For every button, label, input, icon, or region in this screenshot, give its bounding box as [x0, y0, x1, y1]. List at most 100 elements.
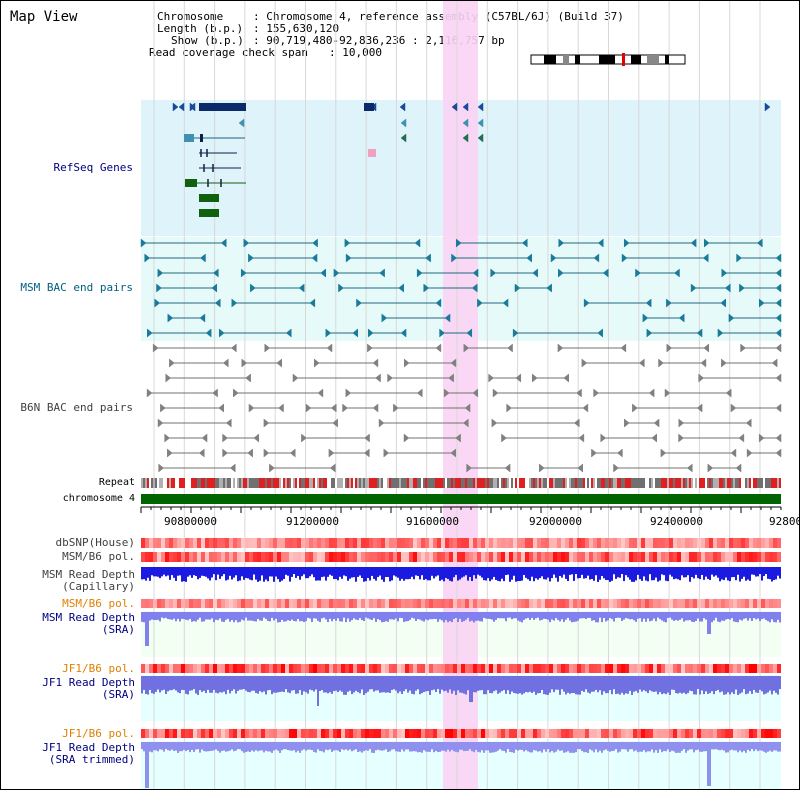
dbsnp-heat: [713, 538, 717, 548]
b6n-bac-track-label[interactable]: B6N BAC end pairs: [20, 401, 133, 414]
repeat-mark: [687, 478, 689, 488]
jf1-trim-depth-bar: [337, 742, 339, 751]
b6n-bac-end: [229, 463, 236, 473]
msm-cap-depth-bar: [641, 567, 643, 581]
msm-sra-pol-heat: [397, 599, 401, 608]
repeat-mark: [733, 478, 735, 488]
dbsnp-heat: [377, 538, 381, 548]
jf1-sra-depth-bar: [497, 676, 499, 694]
msm-sra-depth-bar: [155, 612, 157, 621]
jf1-sra-depth-bar: [231, 676, 233, 691]
jf1-depth-sra-label[interactable]: JF1 Read Depth (SRA): [42, 676, 135, 701]
b6n-bac-features: [146, 343, 782, 473]
dbsnp-heat: [385, 538, 389, 548]
repeat-mark: [355, 478, 357, 488]
jf1-depth-trimmed-label[interactable]: JF1 Read Depth (SRA trimmed): [42, 741, 135, 766]
msm-bac-end: [720, 298, 727, 308]
b6n-bac-end: [247, 448, 253, 458]
dbsnp-heat: [637, 538, 641, 548]
b6n-bac-end: [624, 418, 630, 428]
msm-pol-heat: [201, 552, 205, 562]
page-title: Map View: [10, 9, 78, 25]
msm-sra-pol-heat: [445, 599, 449, 608]
msm-pol-heat: [173, 552, 177, 562]
dbsnp-heat: [665, 538, 669, 548]
jf1-sra-depth-bar: [711, 676, 713, 692]
msm-depth-capillary-label[interactable]: MSM Read Depth (Capillary): [42, 568, 135, 593]
msm-sra-pol-heat: [449, 599, 453, 608]
b6n-bac-end: [222, 433, 228, 443]
msm-depth-sra-label[interactable]: MSM Read Depth (SRA): [42, 611, 135, 636]
jf1-sra-depth-bar: [167, 676, 169, 692]
dbsnp-track-label[interactable]: dbSNP(House): [55, 536, 135, 549]
msm-sra-pol-heat: [473, 599, 477, 608]
msm-sra-depth-bar: [235, 612, 237, 621]
msm-sra-pol-heat: [409, 599, 413, 608]
jf1-pol-label[interactable]: JF1/B6 pol.: [62, 662, 135, 675]
jf1-trim-pol-heat: [529, 729, 533, 738]
msm-sra-depth-bar: [449, 612, 451, 622]
b6n-bac-end: [416, 388, 423, 398]
msm-bac-end: [690, 283, 697, 293]
jf1-trim-pol-heat: [453, 729, 457, 738]
jf1-trim-depth-bar: [627, 742, 629, 752]
jf1-pol-heat: [609, 664, 613, 673]
msm-bac-track-label[interactable]: MSM BAC end pairs: [20, 281, 133, 294]
jf1-trim-depth-bar: [769, 742, 771, 751]
jf1-pol-heat: [425, 664, 429, 673]
jf1-trim-depth-bar: [745, 742, 747, 753]
msm-pol-heat: [253, 552, 257, 562]
jf1-sra-depth-bar: [225, 676, 227, 695]
jf1-sra-depth-bar: [631, 676, 633, 695]
repeat-mark: [381, 478, 383, 488]
msm-sra-depth-bar: [221, 612, 223, 622]
msm-cap-depth-bar: [483, 567, 485, 581]
msm-cap-depth-bar: [621, 567, 623, 575]
jf1-sra-depth-bar: [465, 676, 467, 695]
jf1-trim-pol-heat: [349, 729, 353, 738]
dbsnp-heat: [181, 538, 185, 548]
jf1-sra-depth-bar: [227, 676, 229, 690]
repeat-mark: [441, 478, 443, 488]
refseq-track-label[interactable]: RefSeq Genes: [53, 161, 133, 174]
jf1-pol-heat: [185, 664, 189, 673]
repeat-mark: [265, 478, 267, 488]
msm-sra-pol-heat: [229, 599, 233, 608]
msm-cap-depth-bar: [531, 567, 533, 577]
msm-sra-depth-bar: [229, 612, 231, 622]
jf1-pol-heat: [369, 664, 373, 673]
msm-cap-depth-bar: [489, 567, 491, 582]
jf1-sra-depth-bar: [161, 676, 163, 691]
jf1-sra-depth-bar: [559, 676, 561, 695]
msm-bac-end: [379, 268, 385, 278]
jf1-trim-depth-bar: [727, 742, 729, 753]
msm-pol-track-label[interactable]: MSM/B6 pol.: [62, 550, 135, 563]
jf1-pol-trimmed-label[interactable]: JF1/B6 pol.: [62, 727, 135, 740]
msm-sra-depth-bar: [669, 612, 671, 618]
msm-bac-end: [593, 253, 600, 263]
msm-cap-depth-bar: [345, 567, 347, 577]
jf1-trim-depth-bar: [311, 742, 313, 751]
msm-sra-pol-heat: [413, 599, 417, 608]
msm-pol-sra-label[interactable]: MSM/B6 pol.: [62, 597, 135, 610]
msm-sra-depth-bar: [691, 612, 693, 622]
msm-sra-depth-bar: [513, 612, 515, 619]
msm-sra-depth-bar: [451, 612, 453, 623]
msm-pol-heat: [517, 552, 521, 562]
repeat-mark: [267, 478, 269, 488]
dbsnp-heat: [477, 538, 481, 548]
jf1-sra-depth-bar: [277, 676, 279, 693]
msm-sra-depth-bar: [771, 612, 773, 620]
jf1-trim-pol-heat: [601, 729, 605, 738]
msm-sra-depth-bar: [677, 612, 679, 621]
msm-cap-depth-bar: [365, 567, 367, 582]
msm-sra-pol-heat: [325, 599, 329, 608]
jf1-trim-depth-bar: [423, 742, 425, 751]
msm-cap-depth-bar: [647, 567, 649, 582]
jf1-sra-depth-bar: [461, 676, 463, 693]
msm-sra-depth-bar: [301, 612, 303, 622]
msm-sra-depth-bar: [595, 612, 597, 623]
repeat-mark: [349, 478, 351, 488]
jf1-trim-pol-heat: [753, 729, 757, 738]
jf1-sra-depth-bar: [437, 676, 439, 690]
